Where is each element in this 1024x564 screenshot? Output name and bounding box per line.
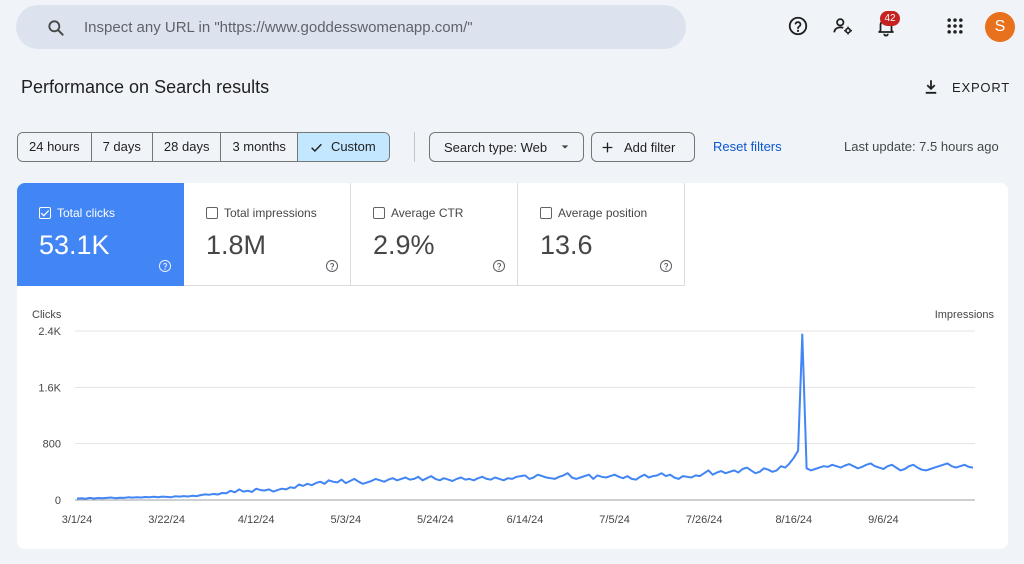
- x-tick-label: 5/24/24: [417, 514, 454, 526]
- help-icon[interactable]: [325, 259, 339, 273]
- range-7-days-button[interactable]: 7 days: [91, 133, 153, 161]
- account-avatar[interactable]: S: [985, 12, 1015, 42]
- export-label: EXPORT: [952, 79, 1011, 95]
- help-icon[interactable]: [492, 259, 506, 273]
- right-axis-title: Impressions: [934, 309, 994, 321]
- top-bar: 42 S: [0, 0, 1024, 56]
- x-tick-label: 8/16/24: [775, 514, 812, 526]
- clicks-series-line[interactable]: [76, 333, 974, 500]
- plus-icon: [602, 142, 613, 152]
- search-type-label: Search type: Web: [444, 139, 548, 155]
- metric-average-ctr[interactable]: Average CTR 2.9%: [351, 183, 518, 286]
- x-tick-label: 6/14/24: [507, 514, 544, 526]
- x-tick-label: 3/1/24: [62, 514, 93, 526]
- checkbox-unchecked-icon[interactable]: [206, 207, 218, 219]
- chart-svg: 0 800 1.6K 2.4K 3/1/24 3/22/24 4/12/24 5/3/24 5/…: [38, 326, 975, 526]
- left-axis-title: Clicks: [32, 309, 62, 321]
- checkbox-unchecked-icon[interactable]: [373, 207, 385, 219]
- range-custom-button[interactable]: Custom: [297, 133, 389, 161]
- last-update-text: Last update: 7.5 hours ago: [844, 139, 999, 154]
- help-icon[interactable]: [659, 259, 673, 273]
- help-icon[interactable]: [786, 14, 810, 38]
- x-tick-label: 7/26/24: [686, 514, 723, 526]
- metric-total-impressions[interactable]: Total impressions 1.8M: [184, 183, 351, 286]
- metric-label: Average CTR: [391, 206, 464, 220]
- search-icon: [48, 20, 64, 36]
- reset-filters-link[interactable]: Reset filters: [713, 139, 782, 154]
- metric-label-row: Total clicks: [39, 206, 115, 220]
- x-tick-label: 4/12/24: [238, 514, 275, 526]
- metric-label-row: Average CTR: [373, 206, 463, 220]
- notification-count-badge: 42: [880, 11, 900, 26]
- x-tick-label: 7/5/24: [599, 514, 630, 526]
- download-icon: [925, 80, 937, 94]
- checkbox-checked-icon[interactable]: [39, 207, 51, 219]
- page-title: Performance on Search results: [21, 77, 270, 97]
- range-custom-label: Custom: [330, 139, 376, 154]
- x-tick-label: 3/22/24: [148, 514, 185, 526]
- check-icon: [311, 143, 322, 152]
- metric-average-position[interactable]: Average position 13.6: [518, 183, 685, 286]
- search-type-dropdown[interactable]: Search type: Web: [429, 132, 584, 162]
- y-tick-label: 2.4K: [38, 326, 61, 338]
- export-button[interactable]: EXPORT: [922, 76, 1010, 98]
- metric-label-row: Average position: [540, 206, 647, 220]
- filter-divider: [414, 132, 415, 162]
- metric-value: 53.1K: [39, 230, 110, 260]
- metric-value: 2.9%: [373, 230, 435, 260]
- apps-grid-icon[interactable]: [943, 14, 967, 38]
- performance-card: Total clicks 53.1K Total impressions 1.8…: [17, 183, 1008, 549]
- metric-label: Average position: [558, 206, 648, 220]
- metric-label: Total impressions: [224, 206, 317, 220]
- dropdown-arrow-icon: [561, 145, 569, 149]
- metric-value: 13.6: [540, 230, 593, 260]
- search-input[interactable]: [84, 5, 674, 49]
- url-inspection-search[interactable]: [16, 5, 686, 49]
- metric-total-clicks[interactable]: Total clicks 53.1K: [17, 183, 184, 286]
- x-tick-label: 9/6/24: [868, 514, 899, 526]
- performance-chart: Clicks Impressions 0 800 1.6K 2.4K 3/1/24 3/2…: [17, 301, 1008, 549]
- add-filter-label: Add filter: [624, 139, 676, 155]
- metric-value: 1.8M: [206, 230, 267, 260]
- add-filter-button[interactable]: Add filter: [591, 132, 695, 162]
- y-tick-label: 800: [43, 439, 61, 451]
- metric-label-row: Total impressions: [206, 206, 317, 220]
- y-tick-label: 1.6K: [38, 382, 61, 394]
- date-range-selector: 24 hours 7 days 28 days 3 months Custom: [17, 132, 390, 162]
- range-28-days-button[interactable]: 28 days: [152, 133, 222, 161]
- manage-users-icon[interactable]: [831, 14, 855, 38]
- help-icon[interactable]: [158, 259, 172, 273]
- range-3-months-button[interactable]: 3 months: [221, 133, 298, 161]
- range-24-hours-button[interactable]: 24 hours: [18, 133, 92, 161]
- metric-label: Total clicks: [57, 206, 116, 220]
- checkbox-unchecked-icon[interactable]: [540, 207, 552, 219]
- x-tick-label: 5/3/24: [331, 514, 362, 526]
- y-tick-label: 0: [55, 495, 61, 507]
